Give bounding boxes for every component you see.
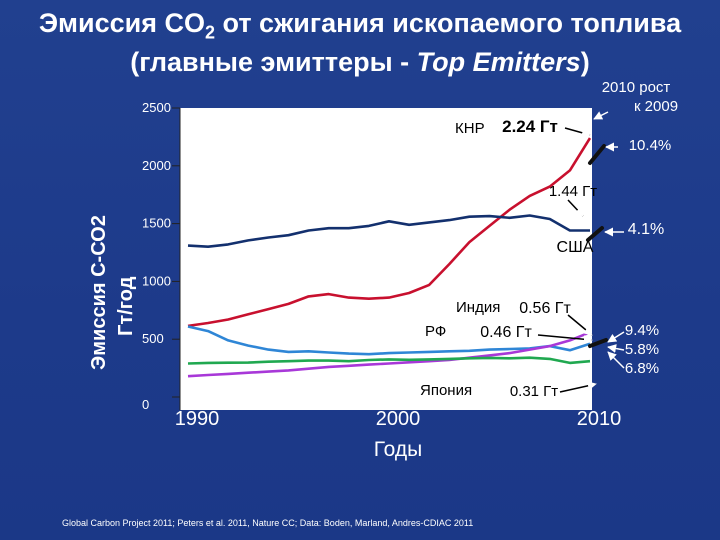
india-growth-arrow <box>607 331 625 343</box>
russia-value: 0.46 Гт <box>480 324 532 341</box>
china-value: 2.24 Гт <box>502 117 558 136</box>
y-axis-label-line-2: Гт/год <box>115 276 137 336</box>
china-growth-marker <box>588 144 606 165</box>
title-line-1: Эмиссия CO2 от сжигания ископаемого топл… <box>38 8 682 43</box>
china-value-arrow <box>564 127 591 138</box>
growth-header-line-2: к 2009 <box>634 98 678 115</box>
x-tick-label: 2000 <box>376 408 421 430</box>
series-line-РФ <box>187 325 591 356</box>
usa-label: США <box>557 239 594 256</box>
chart-title: Эмиссия CO2 от сжигания ископаемого топл… <box>0 8 720 77</box>
y-tick-label: 500 <box>142 331 164 346</box>
china-growth: 10.4% <box>629 137 672 154</box>
title-line-2: (главные эмиттеры - Top Emitters) <box>130 47 590 78</box>
y-tick-label: 1500 <box>142 216 171 231</box>
series-line-Япония <box>187 356 591 365</box>
x-tick-label: 2010 <box>577 408 622 430</box>
russia-label: РФ <box>425 323 446 340</box>
japan-growth-arrow <box>607 351 625 369</box>
y-axis-label: Эмиссия С-СО2 Гт/год <box>88 210 137 370</box>
china-label: КНР <box>455 120 485 137</box>
series-line-США <box>187 214 590 248</box>
japan-value: 0.31 Гт <box>510 383 558 400</box>
usa-growth: 4.1% <box>628 221 664 238</box>
usa-value: 1.44 Гт <box>549 183 597 200</box>
x-axis-label: Годы <box>374 438 423 461</box>
russia-growth: 5.8% <box>625 341 659 358</box>
growth-header-line-1: 2010 рост <box>602 79 671 96</box>
usa-growth-marker <box>586 226 604 242</box>
russia-value-arrow <box>537 334 593 344</box>
india-growth: 9.4% <box>625 322 659 339</box>
japan-label: Япония <box>420 382 472 399</box>
growth-header-arrow <box>593 111 609 120</box>
india-value: 0.56 Гт <box>519 300 571 317</box>
x-tick-label: 1990 <box>175 408 220 430</box>
y-tick-label: 2000 <box>142 158 171 173</box>
y-tick-label: 0 <box>142 397 149 412</box>
india-value-arrow <box>567 314 593 336</box>
series-line-КНР <box>187 137 592 328</box>
india-russia-growth-marker <box>588 338 608 348</box>
y-tick-label: 1000 <box>142 273 171 288</box>
india-label: Индия <box>456 299 500 316</box>
y-axis-label-line-1: Эмиссия С-СО2 <box>88 215 110 370</box>
japan-growth: 6.8% <box>625 360 659 377</box>
usa-value-arrow <box>567 199 584 217</box>
series-line-Индия <box>187 331 591 378</box>
y-tick-label: 2500 <box>142 100 171 115</box>
japan-value-arrow <box>559 381 597 393</box>
russia-growth-arrow <box>607 344 625 353</box>
source-footnote: Global Carbon Project 2011; Peters et al… <box>62 518 474 528</box>
